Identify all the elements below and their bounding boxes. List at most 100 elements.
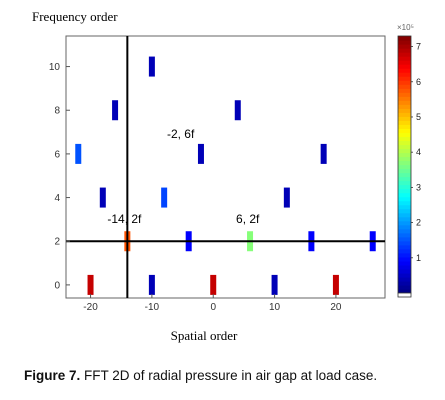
colorbar-segment: [398, 260, 411, 266]
colorbar-segment: [398, 108, 411, 113]
colorbar-segment: [398, 112, 411, 117]
colorbar-segment: [398, 204, 411, 210]
colorbar-segment: [398, 124, 411, 129]
colorbar-segment: [398, 180, 411, 186]
colorbar-segment: [398, 192, 411, 198]
colorbar-segment: [398, 92, 411, 97]
colorbar-segment: [398, 128, 411, 133]
colorbar-tick-label: 4: [416, 147, 421, 157]
data-marker: [283, 187, 290, 208]
y-tick-label: 8: [54, 106, 60, 117]
colorbar-segment: [398, 84, 411, 89]
colorbar-segment: [398, 200, 411, 206]
colorbar-segment: [398, 276, 411, 282]
colorbar-segment: [398, 188, 411, 194]
colorbar-segment: [398, 288, 411, 294]
y-axis-label: Frequency order: [32, 9, 118, 24]
data-marker: [99, 187, 106, 208]
colorbar-segment: [398, 52, 411, 57]
data-marker: [112, 100, 119, 121]
colorbar-segment: [398, 196, 411, 202]
x-tick-label: 20: [330, 302, 342, 313]
colorbar-base: [397, 292, 412, 298]
colorbar-segment: [398, 120, 411, 125]
x-axis-ticks: -20 -10 0 10 20: [83, 294, 342, 313]
colorbar-segment: [398, 272, 411, 278]
colorbar-segment: [398, 176, 411, 182]
colorbar-segment: [398, 268, 411, 274]
caption-text: FFT 2D of radial pressure in air gap at …: [84, 368, 378, 383]
annotation-group: -14, 2f -2, 6f 6, 2f: [107, 127, 260, 226]
data-marker: [75, 143, 82, 164]
colorbar-segment: [398, 60, 411, 65]
colorbar-segment: [398, 240, 411, 246]
colorbar-segment: [398, 40, 411, 45]
y-tick-label: 4: [54, 193, 60, 204]
data-marker: [197, 143, 204, 164]
colorbar-segment: [398, 76, 411, 81]
colorbar-segment: [398, 160, 411, 166]
colorbar-tick-label: 6: [416, 77, 421, 87]
data-marker: [332, 274, 339, 295]
y-tick-label: 0: [54, 280, 60, 291]
colorbar-segment: [398, 72, 411, 77]
data-marker: [210, 274, 217, 295]
y-tick-label: 10: [49, 62, 61, 73]
colorbar-tick-label: 3: [416, 182, 421, 192]
colorbar-segment: [398, 164, 411, 170]
colorbar-tick-label: 7: [416, 42, 421, 52]
x-tick-label: -10: [145, 302, 160, 313]
colorbar-segment: [398, 252, 411, 258]
plot-area: [65, 35, 386, 299]
x-axis-label: Spatial order: [171, 328, 238, 343]
data-marker: [148, 56, 155, 77]
colorbar-tick-label: 5: [416, 112, 421, 122]
point-annotation: -2, 6f: [167, 127, 195, 141]
colorbar-segment: [398, 80, 411, 85]
colorbar-segment: [398, 100, 411, 105]
colorbar: 1 2 3 4 5 6 7 ×10⁵: [397, 23, 421, 298]
colorbar-segment: [398, 64, 411, 69]
colorbar-exponent-label: ×10⁵: [397, 23, 414, 32]
data-marker: [320, 143, 327, 164]
colorbar-segment: [398, 208, 411, 214]
colorbar-segment: [398, 244, 411, 250]
colorbar-segment: [398, 104, 411, 109]
y-tick-label: 2: [54, 237, 60, 248]
x-tick-label: -20: [83, 302, 98, 313]
colorbar-segment: [398, 44, 411, 49]
colorbar-segment: [398, 232, 411, 238]
colorbar-segment: [398, 228, 411, 234]
colorbar-segment: [398, 136, 411, 142]
colorbar-tick-label: 2: [416, 218, 421, 228]
colorbar-segment: [398, 248, 411, 254]
colorbar-segment: [398, 256, 411, 262]
colorbar-segment: [398, 88, 411, 93]
data-marker: [271, 274, 278, 295]
colorbar-segment: [398, 220, 411, 226]
colorbar-segment: [398, 280, 411, 286]
point-annotation: 6, 2f: [236, 212, 260, 226]
colorbar-segment: [398, 148, 411, 154]
x-tick-label: 0: [210, 302, 216, 313]
colorbar-segment: [398, 116, 411, 121]
colorbar-segment: [398, 140, 411, 146]
colorbar-segment: [398, 212, 411, 218]
colorbar-segment: [398, 152, 411, 158]
colorbar-segment: [398, 48, 411, 53]
point-annotation: -14, 2f: [107, 212, 142, 226]
colorbar-segment: [398, 156, 411, 162]
colorbar-segment: [398, 36, 411, 41]
data-marker: [161, 187, 168, 208]
colorbar-segment: [398, 132, 411, 137]
colorbar-segment: [398, 172, 411, 178]
x-tick-label: 10: [269, 302, 281, 313]
colorbar-segment: [398, 168, 411, 174]
colorbar-segment: [398, 56, 411, 61]
colorbar-segment: [398, 144, 411, 150]
colorbar-tick-label: 1: [416, 253, 421, 263]
y-axis-ticks: 0 2 4 6 8 10: [49, 62, 70, 291]
data-marker: [87, 274, 94, 295]
colorbar-segment: [398, 68, 411, 73]
